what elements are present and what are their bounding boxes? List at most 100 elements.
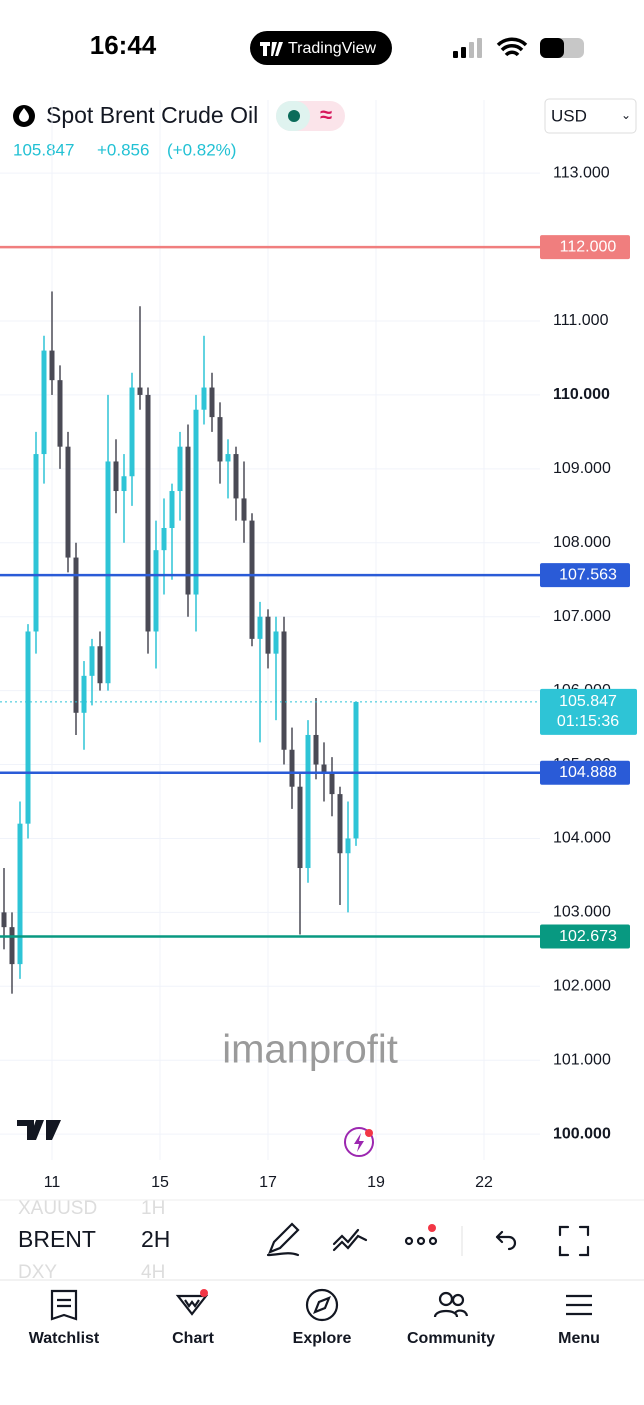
more-badge xyxy=(428,1224,436,1232)
caret: ⌄ xyxy=(621,108,631,122)
candle-body xyxy=(305,734,311,869)
x-tick-label: 22 xyxy=(475,1174,493,1191)
app-name: TradingView xyxy=(288,40,376,57)
y-tick-label: 104.000 xyxy=(553,830,611,847)
nav-label[interactable]: Menu xyxy=(558,1330,600,1347)
candle-body xyxy=(113,461,119,492)
tv-logo xyxy=(17,1120,61,1140)
flash-badge xyxy=(365,1129,373,1137)
level-label-bg xyxy=(540,235,630,260)
x-tick-label: 17 xyxy=(259,1174,277,1191)
candle-body xyxy=(345,838,351,854)
current-price-label: 105.847 xyxy=(559,693,617,710)
candle-body xyxy=(65,446,71,558)
y-tick-label: 100.000 xyxy=(553,1125,611,1142)
candle-body xyxy=(337,794,343,854)
interval-option[interactable]: 4H xyxy=(141,1262,165,1283)
level-label: 112.000 xyxy=(560,238,617,255)
y-tick-label: 108.000 xyxy=(553,534,611,551)
candle-body xyxy=(137,387,143,395)
candle-body xyxy=(97,646,103,684)
level-label-bg xyxy=(540,760,630,785)
undo[interactable] xyxy=(495,1230,517,1251)
candle-body xyxy=(81,675,87,713)
candle-body xyxy=(225,454,231,462)
level-label-bg xyxy=(540,563,630,588)
nav-label[interactable]: Explore xyxy=(293,1330,352,1347)
candle-body xyxy=(153,550,159,632)
symbol-title: Spot Brent Crude Oil xyxy=(46,102,258,128)
currency: USD xyxy=(551,106,587,125)
y-tick-label: 110.000 xyxy=(553,386,610,403)
candle-body xyxy=(289,749,295,787)
watchlist-icon[interactable] xyxy=(50,1289,78,1321)
quote-price: 105.847 xyxy=(13,140,74,159)
candle-body xyxy=(169,491,175,528)
more-dot[interactable] xyxy=(404,1236,414,1246)
candle-body xyxy=(121,476,127,492)
x-tick-label: 15 xyxy=(151,1174,169,1191)
y-tick-label: 101.000 xyxy=(553,1051,611,1068)
symbol-option[interactable]: DXY xyxy=(18,1262,57,1283)
fullscreen[interactable] xyxy=(558,1225,590,1257)
x-tick-label: 11 xyxy=(44,1174,61,1191)
interval-current[interactable]: 2H xyxy=(141,1226,170,1252)
explore-icon[interactable] xyxy=(305,1288,339,1322)
candle-body xyxy=(25,631,31,824)
candle-body xyxy=(41,350,47,455)
flash-icon xyxy=(354,1133,364,1152)
clock: 16:44 xyxy=(90,30,157,60)
nav-label[interactable]: Chart xyxy=(172,1330,214,1347)
community-icon-2 xyxy=(451,1293,465,1307)
candle-body xyxy=(185,446,191,595)
candle-body xyxy=(257,616,263,639)
y-tick-label: 113.000 xyxy=(553,164,610,181)
candle-body xyxy=(233,454,239,499)
candle-body xyxy=(329,771,335,795)
approx-icon: ≈ xyxy=(320,102,332,127)
quote-change-pct: (+0.82%) xyxy=(167,140,236,159)
candle-body xyxy=(161,527,167,551)
candle-body xyxy=(73,557,79,713)
nav-label[interactable]: Watchlist xyxy=(29,1330,100,1347)
market-dot xyxy=(288,110,300,122)
community-icon[interactable] xyxy=(438,1291,454,1307)
chart-icon[interactable] xyxy=(175,1294,209,1316)
flash-button[interactable] xyxy=(344,1127,374,1157)
interval-option[interactable]: 1H xyxy=(141,1198,165,1219)
candle-body xyxy=(57,380,63,447)
drop xyxy=(19,108,29,122)
candle-body xyxy=(273,631,279,654)
symbol-current[interactable]: BRENT xyxy=(18,1226,96,1252)
candle-body xyxy=(281,631,287,750)
candle-body xyxy=(193,409,199,595)
chart-badge xyxy=(200,1289,208,1297)
symbol-option[interactable]: XAUUSD xyxy=(18,1198,97,1219)
menu-icon[interactable] xyxy=(566,1294,592,1316)
level-label-bg xyxy=(540,924,630,949)
candle-body xyxy=(129,387,135,477)
candle-body xyxy=(201,387,207,410)
quote-change: +0.856 xyxy=(97,140,149,159)
level-label: 107.563 xyxy=(559,566,617,583)
candle-body xyxy=(49,350,55,381)
candle-body xyxy=(145,394,151,632)
y-tick-label: 103.000 xyxy=(553,904,611,921)
level-label: 102.673 xyxy=(559,928,617,945)
candle-body xyxy=(297,786,303,869)
trend-tool[interactable] xyxy=(332,1228,368,1252)
candle-body xyxy=(89,646,95,676)
watermark: imanprofit xyxy=(222,1028,398,1072)
candle-body xyxy=(249,520,255,639)
more-dot xyxy=(428,1236,438,1246)
y-tick-label: 102.000 xyxy=(553,978,611,995)
candle-body xyxy=(105,461,111,684)
draw-tool[interactable] xyxy=(266,1222,300,1257)
compass xyxy=(313,1296,331,1314)
currency-select[interactable] xyxy=(544,98,637,134)
tv-icon xyxy=(260,42,283,56)
nav-label[interactable]: Community xyxy=(407,1330,495,1347)
x-tick-label: 19 xyxy=(367,1174,385,1191)
